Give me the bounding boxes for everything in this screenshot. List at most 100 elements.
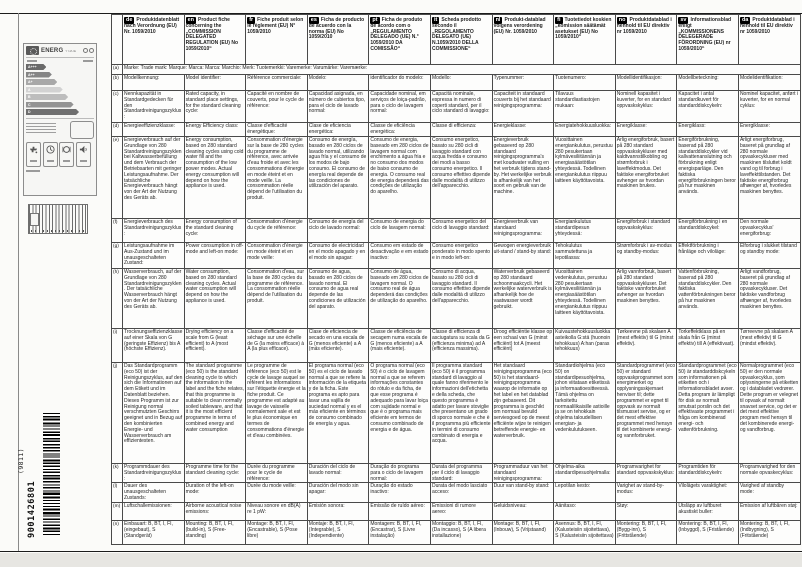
table-cell: Tehokulutus sammutettuna ja lepotilassa: <box>553 242 616 269</box>
table-cell: Consumo energetico, basato su 280 cicli … <box>429 136 493 219</box>
regulation-number-placeholder <box>26 170 40 172</box>
table-cell: Montaje: B, BT, I, FI, (Integrable), S (… <box>306 520 370 546</box>
row-label: (k) <box>111 462 123 484</box>
language-title: Fiche produit selon le règlement (EU) N°… <box>247 17 304 35</box>
table-row: (c) Nennkapazität in Standardgedecken für… <box>111 90 801 123</box>
language-header-cell: en Product fiche concerning the „COMMISSI… <box>183 14 247 65</box>
table-cell: Consumo de água, baseado em 280 ciclos d… <box>368 268 431 329</box>
table-cell: Waterverbruik gebaseerd op 280 standaard… <box>491 268 555 329</box>
place-setting-icon <box>59 142 74 167</box>
row-label: (e) <box>111 136 123 219</box>
energ-logo-text: ENERG <box>41 47 64 54</box>
table-cell: Energiatehokkuusluokka: <box>553 122 616 137</box>
language-code-badge: de <box>124 17 135 24</box>
table-cell: Varighet av stand-by-modus: <box>614 482 678 504</box>
table-cell: Energiankulutus standardipesun yhteydess… <box>553 218 616 243</box>
language-header-cell: no Produktdatablad i henhold til EU direk… <box>614 14 678 65</box>
table-cell: Wasserverbrauch, auf der Grundlage von 2… <box>122 268 185 329</box>
table-cell: Standardiohjelma (eco 50) on standardipe… <box>553 362 616 464</box>
table-row: (a) Marke: Trade mark: Marque: Marca: Mar… <box>111 64 801 75</box>
language-title: Produkt-datablad volgens verordening (EU… <box>493 17 546 35</box>
language-code-badge: nl <box>493 17 503 24</box>
table-cell: Energiklass: <box>676 122 739 137</box>
table-cell: Classe d'efficacité de séchage sur une é… <box>245 328 308 363</box>
table-cell: Consumo de electricidad en el modo apaga… <box>306 242 370 269</box>
table-cell: Torkeffektklass på en skala från G (mins… <box>676 328 739 363</box>
table-cell: Duur van stand-by stand: <box>491 482 555 504</box>
table-cell: Kuivaustehokkuusluokka asteikolla G:stä … <box>553 328 616 363</box>
kwh-value-box <box>70 121 94 139</box>
table-row: (e) Energieverbrauch auf der Grundlage vo… <box>111 136 801 219</box>
language-title: Ficha de producto de acuerdo con la norm… <box>308 17 365 41</box>
bottom-rule-line <box>0 551 802 552</box>
row-label: (n) <box>111 520 123 546</box>
table-cell: Tilavuus standardiastiastojen mukaan: <box>553 90 616 123</box>
table-cell: Kapacitet i antal standardkuvert för sta… <box>676 90 739 123</box>
table-cell: Støy: <box>614 502 678 522</box>
table-cell: Consommation d'énergie en mode éteint et… <box>245 242 308 269</box>
eu-flag-icon <box>26 46 39 55</box>
language-title: Tuotetiedot koskien „komission säätämät … <box>555 17 612 41</box>
table-cell: Äänitaso: <box>553 502 616 522</box>
barcode-code: (9811) <box>17 448 25 474</box>
table-cell: Energieeffizienzklasse: <box>122 122 185 137</box>
language-title: Produktdatablad i henhold til EU direkti… <box>616 17 672 35</box>
table-cell: Emission af luftbåren støj: <box>737 502 801 522</box>
table-cell: Dauer des unausgeschalteten Zustands: <box>122 482 185 504</box>
table-cell: Emissão de ruído aéreo: <box>368 502 431 522</box>
table-row: (m) Luftschallemissionen: Airborne acousti… <box>111 502 801 522</box>
table-cell: Programvarighed for den normale opvaskec… <box>737 462 801 484</box>
table-cell: Durée du programme pour le cycle de réfé… <box>245 462 308 484</box>
table-cell: Programme time for the standard cleaning… <box>183 462 247 484</box>
energy-class-bar: A++ <box>26 72 52 78</box>
table-cell: Energieverbrauch auf der Grundlage von 2… <box>122 136 185 219</box>
energy-value-section <box>26 118 94 139</box>
table-cell: Référence commerciale: <box>245 74 308 91</box>
table-cell: Lepotilan kesto: <box>553 482 616 504</box>
table-cell: Vattenförbrukning, baserad på 280 standa… <box>676 268 739 329</box>
language-header-cell: nl Produkt-datablad volgens verordening (… <box>491 14 555 65</box>
table-row: (n) Einbauart: B, BT, I, FI, (eingebaut),… <box>111 520 801 546</box>
table-cell: Classe di efficienza: <box>429 122 493 137</box>
pictogram-row <box>26 142 94 167</box>
row-label: (i) <box>111 328 123 363</box>
language-code-badge: da <box>739 17 751 24</box>
energy-class-bar: B <box>26 94 68 100</box>
table-cell: Asennus: B, BT, I, FI, (Kalusteisiin sij… <box>553 520 616 546</box>
table-cell: Emissioni di rumore aereo: <box>429 502 493 522</box>
row-label: (d) <box>111 122 123 137</box>
table-cell: Classe de eficiência energética: <box>368 122 431 137</box>
table-cell: Duration of the left-on mode: <box>183 482 247 504</box>
table-cell: Programvarighet for standard oppvaskskyk… <box>614 462 678 484</box>
table-cell: O programa normal (eco 50) é o ciclo de … <box>368 362 431 464</box>
table-cell: Modellidentifikasjon: <box>614 74 678 91</box>
language-header-cell: sv Informationsblad enligt „KOMMISSIONENS… <box>676 14 739 65</box>
table-cell: Montering: B, BT, I, FI, (Inbyggd), S (F… <box>676 520 739 546</box>
clock-icon <box>42 142 58 167</box>
table-cell: Drying efficiency on a scale from G (lea… <box>183 328 247 363</box>
language-title: Informationsblad enligt „KOMMISSIONENS D… <box>678 17 732 52</box>
energ-logo-suffix: Y IJA IE <box>65 48 76 53</box>
table-cell: Capaciteit in standaard couverts bij het… <box>491 90 555 123</box>
table-cell: Classe d'efficacité énergétique: <box>245 122 308 137</box>
table-cell: Gewogen energieverbruik uit-stand / stan… <box>491 242 555 269</box>
table-cell: Geluidsniveau: <box>491 502 555 522</box>
table-cell: The standard programme (eco 50) is the s… <box>183 362 247 464</box>
energy-class-bar: D <box>26 109 79 115</box>
row-label: (b) <box>111 74 123 91</box>
row-label: (h) <box>111 268 123 329</box>
table-cell: Airborne acoustical noise emissions: <box>183 502 247 522</box>
table-cell: Consumo de energia, baseado em 280 ciclo… <box>368 136 431 219</box>
water-tap-icon <box>26 142 41 167</box>
table-cell: Het standaard reinigingsprogramma (eco 5… <box>491 362 555 464</box>
table-cell: Vilolägets varaktighet: <box>676 482 739 504</box>
table-cell: Modello: <box>429 74 493 91</box>
language-header-cell: pt Ficha de produto de acordo com o „REGU… <box>368 14 431 65</box>
table-cell: Montering: B, BT, I, FI, (Indbygning), S… <box>737 520 801 546</box>
table-cell: Vuosittainen energiankulutus, perustuu 2… <box>553 136 616 219</box>
table-cell: Energiklasse: <box>614 122 678 137</box>
table-cell: Energy consumption of the standard clean… <box>183 218 247 243</box>
table-cell: Årlig energiforbruk, basert på 280 stand… <box>614 136 678 219</box>
table-cell: Capacità nominale, espressa in numero di… <box>429 90 493 123</box>
